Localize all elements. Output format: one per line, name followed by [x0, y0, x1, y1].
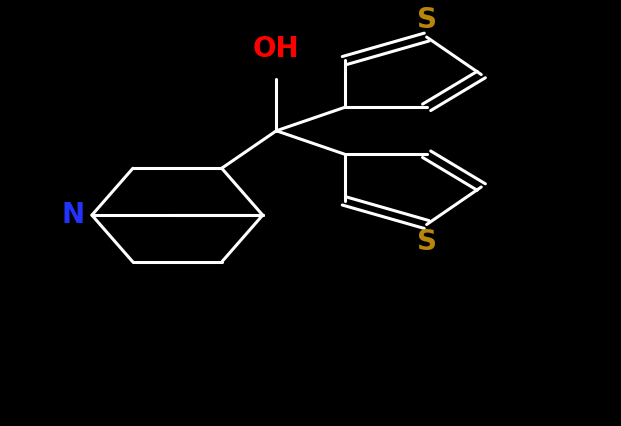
Text: N: N	[61, 201, 85, 229]
Text: OH: OH	[253, 35, 300, 63]
Text: S: S	[417, 227, 437, 256]
Text: S: S	[417, 6, 437, 34]
